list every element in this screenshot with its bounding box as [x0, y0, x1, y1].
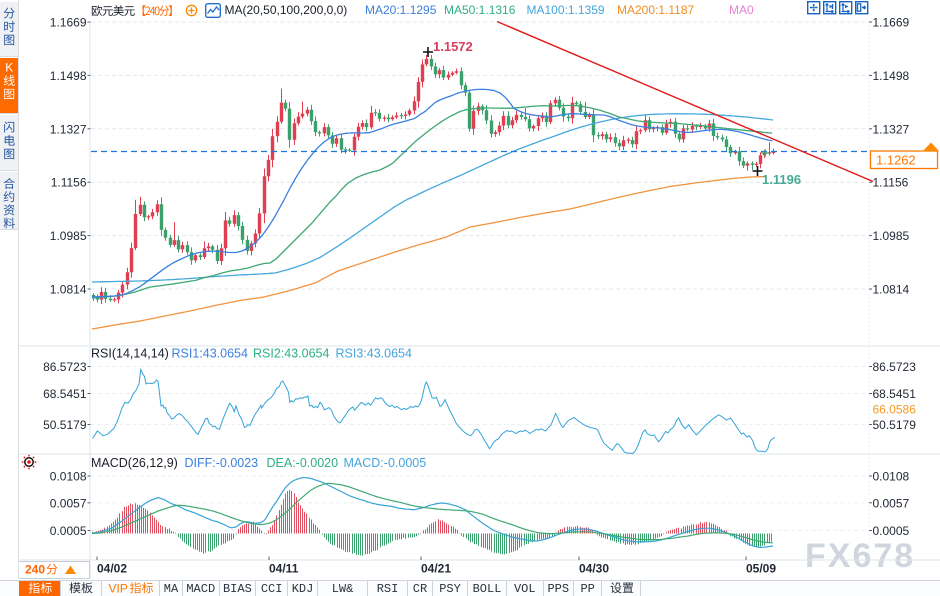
svg-text:RSI1:43.0654: RSI1:43.0654 — [172, 347, 248, 361]
svg-text:DIFF:-0.0023: DIFF:-0.0023 — [185, 456, 259, 470]
svg-text:MACD:-0.0005: MACD:-0.0005 — [344, 456, 427, 470]
svg-text:1.1498: 1.1498 — [873, 69, 910, 83]
svg-text:1.1156: 1.1156 — [51, 176, 87, 190]
svg-text:1.1572: 1.1572 — [433, 39, 473, 54]
svg-text:50.5179: 50.5179 — [43, 418, 87, 432]
svg-text:240: 240 — [25, 563, 45, 577]
svg-text:0.0108: 0.0108 — [873, 470, 910, 484]
svg-text:1.0985: 1.0985 — [50, 229, 87, 243]
svg-text:RSI2:43.0654: RSI2:43.0654 — [253, 347, 329, 361]
svg-text:1.0985: 1.0985 — [873, 229, 910, 243]
svg-text:1.1156: 1.1156 — [873, 176, 909, 190]
svg-text:50.5179: 50.5179 — [873, 418, 917, 432]
svg-text:04/02: 04/02 — [97, 562, 127, 576]
svg-text:0.0057: 0.0057 — [50, 496, 87, 510]
svg-text:1.1669: 1.1669 — [873, 16, 910, 30]
svg-text:66.0586: 66.0586 — [873, 403, 917, 417]
svg-text:MACD(26,12,9): MACD(26,12,9) — [91, 456, 178, 470]
svg-text:0.0108: 0.0108 — [50, 470, 87, 484]
svg-text:1.1498: 1.1498 — [50, 69, 87, 83]
svg-text:86.5723: 86.5723 — [873, 360, 917, 374]
svg-text:RSI(14,14,14): RSI(14,14,14) — [91, 347, 169, 361]
svg-text:0.0057: 0.0057 — [873, 496, 910, 510]
svg-text:86.5723: 86.5723 — [43, 360, 87, 374]
svg-text:04/30: 04/30 — [579, 562, 609, 576]
svg-text:1.0814: 1.0814 — [873, 283, 910, 297]
svg-text:K: K — [5, 61, 13, 75]
svg-text:04/21: 04/21 — [421, 562, 451, 576]
svg-text:68.5451: 68.5451 — [873, 387, 917, 401]
svg-text:1.1669: 1.1669 — [50, 16, 87, 30]
svg-text:1.1262: 1.1262 — [876, 153, 916, 168]
svg-text:1.1327: 1.1327 — [50, 122, 87, 136]
svg-text:0.0005: 0.0005 — [50, 524, 87, 538]
svg-text:05/09: 05/09 — [746, 562, 776, 576]
svg-text:68.5451: 68.5451 — [43, 387, 87, 401]
svg-text:RSI3:43.0654: RSI3:43.0654 — [336, 347, 412, 361]
svg-text:0.0005: 0.0005 — [873, 524, 910, 538]
svg-text:VIP: VIP — [109, 581, 128, 595]
svg-text:1.0814: 1.0814 — [50, 283, 87, 297]
svg-text:1.1196: 1.1196 — [762, 172, 801, 187]
svg-text:04/11: 04/11 — [269, 562, 299, 576]
svg-text:1.1327: 1.1327 — [873, 122, 910, 136]
svg-text:DEA:-0.0020: DEA:-0.0020 — [267, 456, 339, 470]
